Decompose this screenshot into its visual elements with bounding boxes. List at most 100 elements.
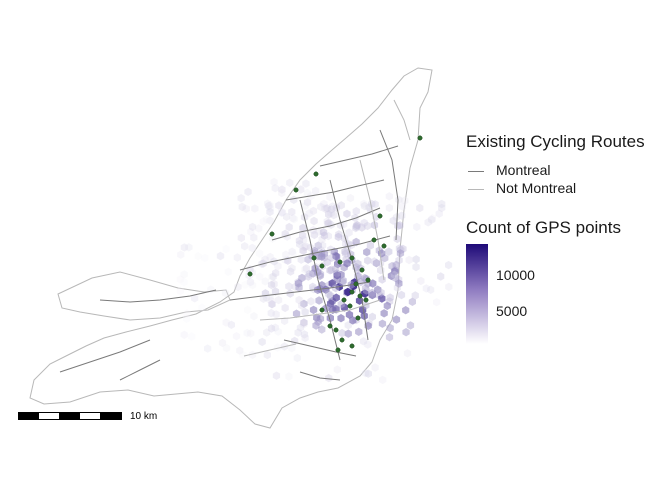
hexbin — [403, 349, 412, 358]
hexbin — [378, 319, 387, 328]
hexbin — [290, 195, 298, 204]
hexbin — [194, 252, 202, 261]
gps-point — [349, 289, 355, 295]
hexbin — [297, 185, 305, 194]
hexbin — [269, 272, 277, 281]
hexbin — [360, 218, 368, 228]
hexbin — [351, 213, 359, 222]
hexbin — [300, 242, 308, 252]
hexbin — [345, 228, 353, 237]
hexbin — [416, 203, 424, 213]
hexbin — [216, 251, 224, 261]
hexbin — [278, 208, 286, 217]
hexbin — [272, 268, 280, 278]
cycling-route — [119, 359, 161, 381]
hexbin — [377, 288, 385, 297]
hexbin — [397, 290, 406, 300]
hexbin — [396, 221, 404, 230]
hexbin — [248, 222, 257, 232]
hexbin — [395, 195, 403, 204]
hexbin — [222, 343, 231, 353]
cycling-route — [229, 281, 371, 301]
hexbin — [333, 269, 341, 278]
gps-point — [349, 343, 355, 349]
hexbin — [398, 202, 407, 211]
hexbin — [248, 350, 257, 359]
colorbar-tick-5000: 5000 — [496, 303, 528, 319]
hexbin — [274, 261, 282, 271]
gps-point — [381, 243, 387, 249]
hexbin — [247, 329, 255, 338]
hexbin — [343, 209, 351, 218]
hexbin — [183, 314, 191, 323]
hexbin — [310, 216, 318, 226]
hexbin — [261, 255, 269, 264]
hexbin — [353, 220, 361, 230]
hexbin — [402, 306, 410, 315]
legend-item-not-montreal: Not Montreal — [496, 180, 577, 196]
hexbin — [185, 243, 193, 252]
hexbin — [385, 192, 393, 201]
hexbin — [244, 305, 252, 315]
cycling-route — [99, 289, 217, 303]
gps-point — [313, 171, 319, 177]
hexbin — [342, 249, 350, 258]
cycling-route — [59, 339, 151, 373]
hexbin — [314, 317, 322, 326]
gps-point — [269, 231, 275, 237]
hexbin — [438, 203, 446, 213]
cycling-route — [283, 339, 357, 357]
hexbin — [272, 371, 281, 380]
hexbin — [361, 289, 369, 298]
hexbin — [344, 321, 352, 330]
hexbin — [370, 257, 379, 266]
hexbin — [274, 327, 282, 336]
hexbin — [266, 201, 274, 210]
hexbin — [255, 224, 263, 233]
hexbin — [392, 213, 401, 222]
hexbin — [278, 208, 286, 217]
hexbin — [271, 184, 279, 193]
hexbin — [300, 330, 309, 339]
hexbin — [272, 310, 280, 319]
scale-bar — [18, 412, 122, 420]
hexbin — [428, 214, 436, 223]
hexbin — [392, 315, 401, 324]
hexbin — [435, 209, 443, 218]
hexbin — [286, 178, 294, 187]
hexbin — [378, 275, 386, 284]
hexbin — [247, 227, 255, 237]
hexbin — [298, 301, 306, 310]
hexbin — [289, 214, 297, 223]
hexbin — [327, 220, 335, 229]
hexbin — [320, 199, 328, 209]
hexbin — [359, 337, 368, 346]
hexbin — [337, 314, 345, 323]
hexbin — [386, 293, 394, 302]
hexbin — [374, 285, 382, 294]
hexbin — [259, 217, 267, 226]
hexbin — [301, 201, 309, 211]
hexbin — [191, 294, 199, 303]
hexbin — [325, 218, 333, 228]
hexbin — [250, 233, 258, 242]
hexbin — [305, 209, 313, 218]
hexbin — [325, 373, 333, 383]
hexbin — [263, 215, 271, 224]
hexbin — [323, 217, 331, 226]
hexbin — [285, 372, 293, 381]
hexbin — [305, 269, 313, 279]
hexbin — [327, 209, 335, 218]
hexbin — [241, 242, 249, 251]
hexbin — [337, 201, 345, 210]
legend-item-montreal: Montreal — [496, 162, 551, 178]
hexbin — [372, 259, 381, 268]
hexbin — [408, 297, 416, 306]
hexbin — [270, 279, 278, 289]
hexbin — [286, 289, 294, 298]
hexbin — [198, 303, 206, 312]
hexbin — [417, 276, 425, 286]
hexbin — [401, 196, 409, 205]
hexbin — [389, 216, 397, 225]
hexbin — [234, 282, 242, 292]
